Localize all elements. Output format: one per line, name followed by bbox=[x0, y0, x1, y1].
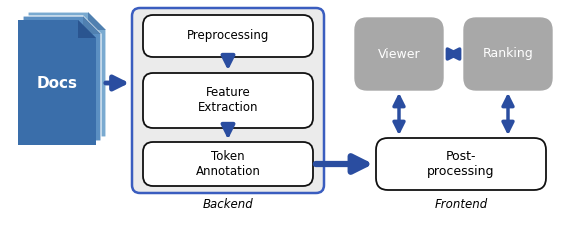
Text: Frontend: Frontend bbox=[434, 197, 488, 211]
FancyBboxPatch shape bbox=[355, 18, 443, 90]
Polygon shape bbox=[18, 20, 96, 145]
Text: Feature
Extraction: Feature Extraction bbox=[198, 86, 258, 114]
FancyBboxPatch shape bbox=[464, 18, 552, 90]
Polygon shape bbox=[23, 16, 101, 141]
Polygon shape bbox=[28, 12, 106, 137]
Polygon shape bbox=[78, 20, 96, 38]
Text: Docs: Docs bbox=[37, 75, 77, 91]
Text: Backend: Backend bbox=[202, 197, 253, 211]
Text: Ranking: Ranking bbox=[483, 48, 534, 61]
Text: Preprocessing: Preprocessing bbox=[187, 30, 269, 42]
Text: Token
Annotation: Token Annotation bbox=[196, 150, 261, 178]
FancyBboxPatch shape bbox=[132, 8, 324, 193]
Text: Post-
processing: Post- processing bbox=[428, 150, 495, 178]
Polygon shape bbox=[88, 12, 106, 30]
FancyBboxPatch shape bbox=[376, 138, 546, 190]
FancyBboxPatch shape bbox=[143, 15, 313, 57]
FancyBboxPatch shape bbox=[143, 142, 313, 186]
FancyBboxPatch shape bbox=[143, 73, 313, 128]
Text: Viewer: Viewer bbox=[378, 48, 420, 61]
Polygon shape bbox=[83, 16, 101, 34]
